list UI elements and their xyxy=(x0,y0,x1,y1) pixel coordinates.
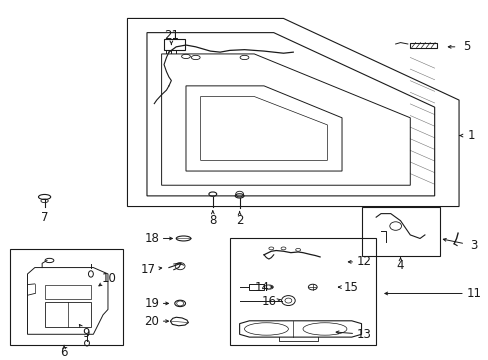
Text: 1: 1 xyxy=(467,129,474,142)
Text: 2: 2 xyxy=(235,214,243,227)
Text: 17: 17 xyxy=(141,263,156,276)
Text: 14: 14 xyxy=(255,280,269,294)
Text: 4: 4 xyxy=(396,258,404,271)
Bar xyxy=(249,284,264,289)
Bar xyxy=(163,39,184,50)
Text: 9: 9 xyxy=(82,327,90,340)
Text: 21: 21 xyxy=(163,29,179,42)
Text: 6: 6 xyxy=(60,346,68,359)
Text: 19: 19 xyxy=(144,297,159,310)
Bar xyxy=(44,302,91,327)
Bar xyxy=(44,285,91,299)
Text: 3: 3 xyxy=(469,239,476,252)
Text: 5: 5 xyxy=(462,40,469,53)
Bar xyxy=(361,207,439,256)
Text: 8: 8 xyxy=(209,214,216,227)
Text: 15: 15 xyxy=(343,280,358,294)
Text: 13: 13 xyxy=(356,328,371,341)
Text: 12: 12 xyxy=(356,255,371,269)
Text: 11: 11 xyxy=(465,287,480,300)
Bar xyxy=(10,249,122,345)
Text: 20: 20 xyxy=(144,315,159,328)
Bar xyxy=(229,238,375,345)
Text: 7: 7 xyxy=(41,211,48,224)
Text: 18: 18 xyxy=(144,232,159,245)
Text: 10: 10 xyxy=(102,272,117,285)
Text: 16: 16 xyxy=(262,295,276,308)
